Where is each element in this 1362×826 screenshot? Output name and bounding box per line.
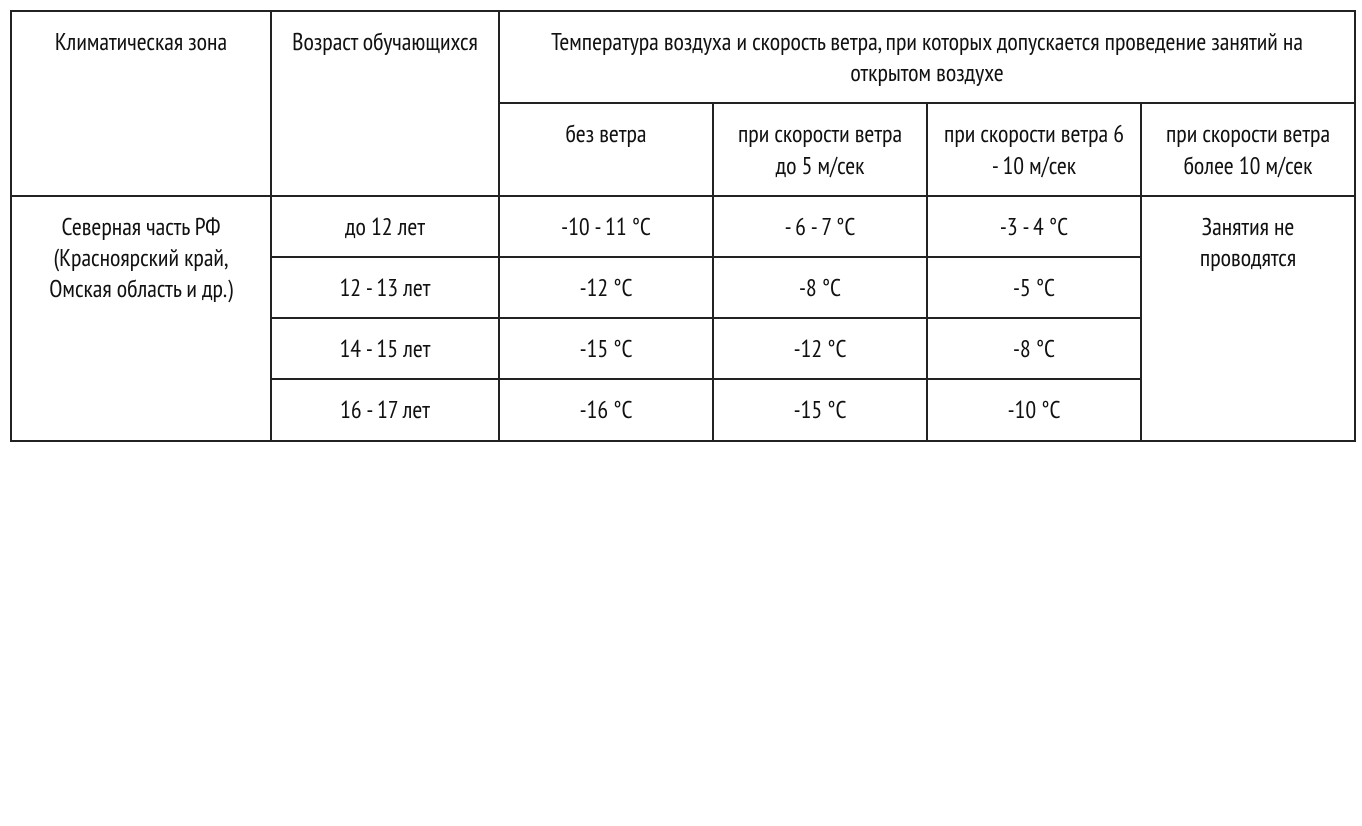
wind-6-10-cell: -5 °С — [927, 257, 1141, 318]
header-age: Возраст обучающихся — [271, 11, 499, 196]
header-wind-6-10: при скорости ветра 6 - 10 м/сек — [927, 103, 1141, 195]
age-cell: 14 - 15 лет — [271, 318, 499, 379]
no-wind-cell: -10 - 11 °С — [499, 196, 713, 257]
no-classes-cell: Занятия не проводятся — [1141, 196, 1355, 441]
header-temp-wind-group: Температура воздуха и скорость ветра, пр… — [499, 11, 1355, 103]
zone-cell: Северная часть РФ (Красноярский край, Ом… — [11, 196, 271, 441]
header-wind-5: при скорости ветра до 5 м/сек — [713, 103, 927, 195]
wind-5-cell: -8 °С — [713, 257, 927, 318]
age-cell: 16 - 17 лет — [271, 379, 499, 440]
header-no-wind: без ветра — [499, 103, 713, 195]
wind-5-cell: -12 °С — [713, 318, 927, 379]
no-wind-cell: -12 °С — [499, 257, 713, 318]
header-wind-gt-10: при скорости ветра более 10 м/сек — [1141, 103, 1355, 195]
climate-table: Климатическая зона Возраст обучающихся Т… — [10, 10, 1356, 442]
no-wind-cell: -16 °С — [499, 379, 713, 440]
wind-6-10-cell: -10 °С — [927, 379, 1141, 440]
wind-5-cell: -15 °С — [713, 379, 927, 440]
wind-6-10-cell: -3 - 4 °С — [927, 196, 1141, 257]
wind-5-cell: - 6 - 7 °С — [713, 196, 927, 257]
table-row: Северная часть РФ (Красноярский край, Ом… — [11, 196, 1355, 257]
age-cell: до 12 лет — [271, 196, 499, 257]
age-cell: 12 - 13 лет — [271, 257, 499, 318]
wind-6-10-cell: -8 °С — [927, 318, 1141, 379]
no-wind-cell: -15 °С — [499, 318, 713, 379]
header-zone: Климатическая зона — [11, 11, 271, 196]
